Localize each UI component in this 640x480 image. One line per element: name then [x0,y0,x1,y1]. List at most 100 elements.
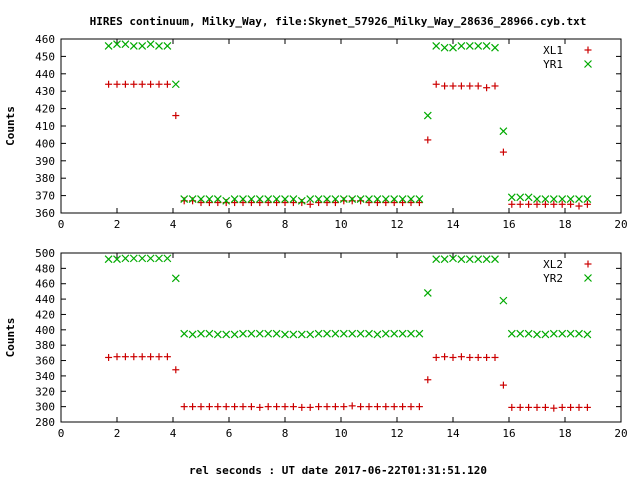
series-xl2 [105,353,591,412]
data-point [533,403,541,411]
data-point [440,43,449,52]
marker-stroke [356,195,365,204]
data-point [213,330,222,339]
data-point [163,80,171,88]
data-point [381,195,390,204]
data-point [558,195,567,204]
data-point [525,200,533,208]
data-point [281,403,289,411]
x-tick-label: 6 [226,427,233,440]
y-tick-label: 460 [35,278,55,291]
data-point [499,296,508,305]
data-point [583,330,592,339]
data-point [289,195,298,204]
data-point [163,42,172,50]
data-point [424,376,432,384]
marker-stroke [264,195,273,204]
data-point [499,127,508,136]
data-point [113,255,121,264]
data-point [230,330,239,339]
data-point [575,195,583,204]
marker-stroke [104,255,113,264]
y-tick-label: 420 [35,103,55,116]
data-point [130,353,138,361]
data-point [390,329,399,338]
data-point [415,403,423,411]
data-point [205,329,214,338]
y-tick-label: 320 [35,385,55,398]
data-point [222,196,231,205]
data-point [331,329,340,338]
marker-stroke [575,195,583,204]
marker-stroke [348,329,357,338]
marker-stroke [524,193,533,202]
data-point [239,199,247,207]
data-point [230,195,239,204]
marker-stroke [197,329,205,338]
x-tick-label: 20 [614,427,627,440]
x-tick-label: 16 [502,218,515,231]
data-point [155,353,163,361]
data-point [567,403,575,411]
data-point [105,353,113,361]
marker-stroke [524,329,533,338]
data-point [373,199,381,207]
data-point [424,136,432,144]
x-tick-label: 10 [334,218,347,231]
x-tick-label: 14 [446,427,460,440]
marker-stroke [113,255,121,264]
marker-stroke [516,193,525,202]
marker-stroke [155,254,163,263]
data-point [138,353,146,361]
legend-label: YR2 [543,272,563,285]
marker-stroke [465,42,474,50]
marker-stroke [390,329,399,338]
marker-stroke [558,195,567,204]
data-point [508,403,516,411]
data-point [483,84,491,92]
marker-stroke [339,329,348,338]
data-point [441,82,449,90]
data-point [104,42,113,50]
y-tick-label: 500 [35,247,55,260]
data-point [205,403,213,411]
data-point [390,403,398,411]
data-point [163,353,171,361]
y-tick-label: 440 [35,293,55,306]
data-point [147,353,155,361]
marker-stroke [306,330,315,339]
data-point [255,329,264,338]
data-point [541,403,549,411]
data-point [449,254,457,263]
marker-stroke [289,330,298,339]
data-point [491,82,499,90]
marker-stroke [499,127,508,136]
y-tick-label: 380 [35,172,55,185]
marker-stroke [230,195,239,204]
data-point [365,403,373,411]
marker-stroke [507,193,516,202]
marker-stroke [331,195,340,204]
data-point [306,195,315,204]
data-point [516,329,525,338]
data-point [348,402,356,410]
top-panel: 0 2 4 6 8 10 12 14 16 18 20 360 370 380 390 400 410 420 43… [4,33,628,231]
data-point [558,403,566,411]
y-tick-label: 300 [35,401,55,414]
marker-stroke [121,254,130,263]
data-point [171,80,180,89]
data-point [289,330,298,339]
data-point [365,199,373,207]
marker-stroke [558,329,567,338]
data-point [558,200,566,208]
marker-stroke [104,42,113,50]
x-tick-label: 0 [58,427,65,440]
marker-stroke [449,254,457,263]
marker-stroke [533,195,541,204]
data-point [398,195,407,204]
data-point [457,82,465,90]
marker-stroke [205,195,214,204]
data-point [575,329,583,338]
data-point [507,193,516,202]
marker-stroke [440,255,449,264]
